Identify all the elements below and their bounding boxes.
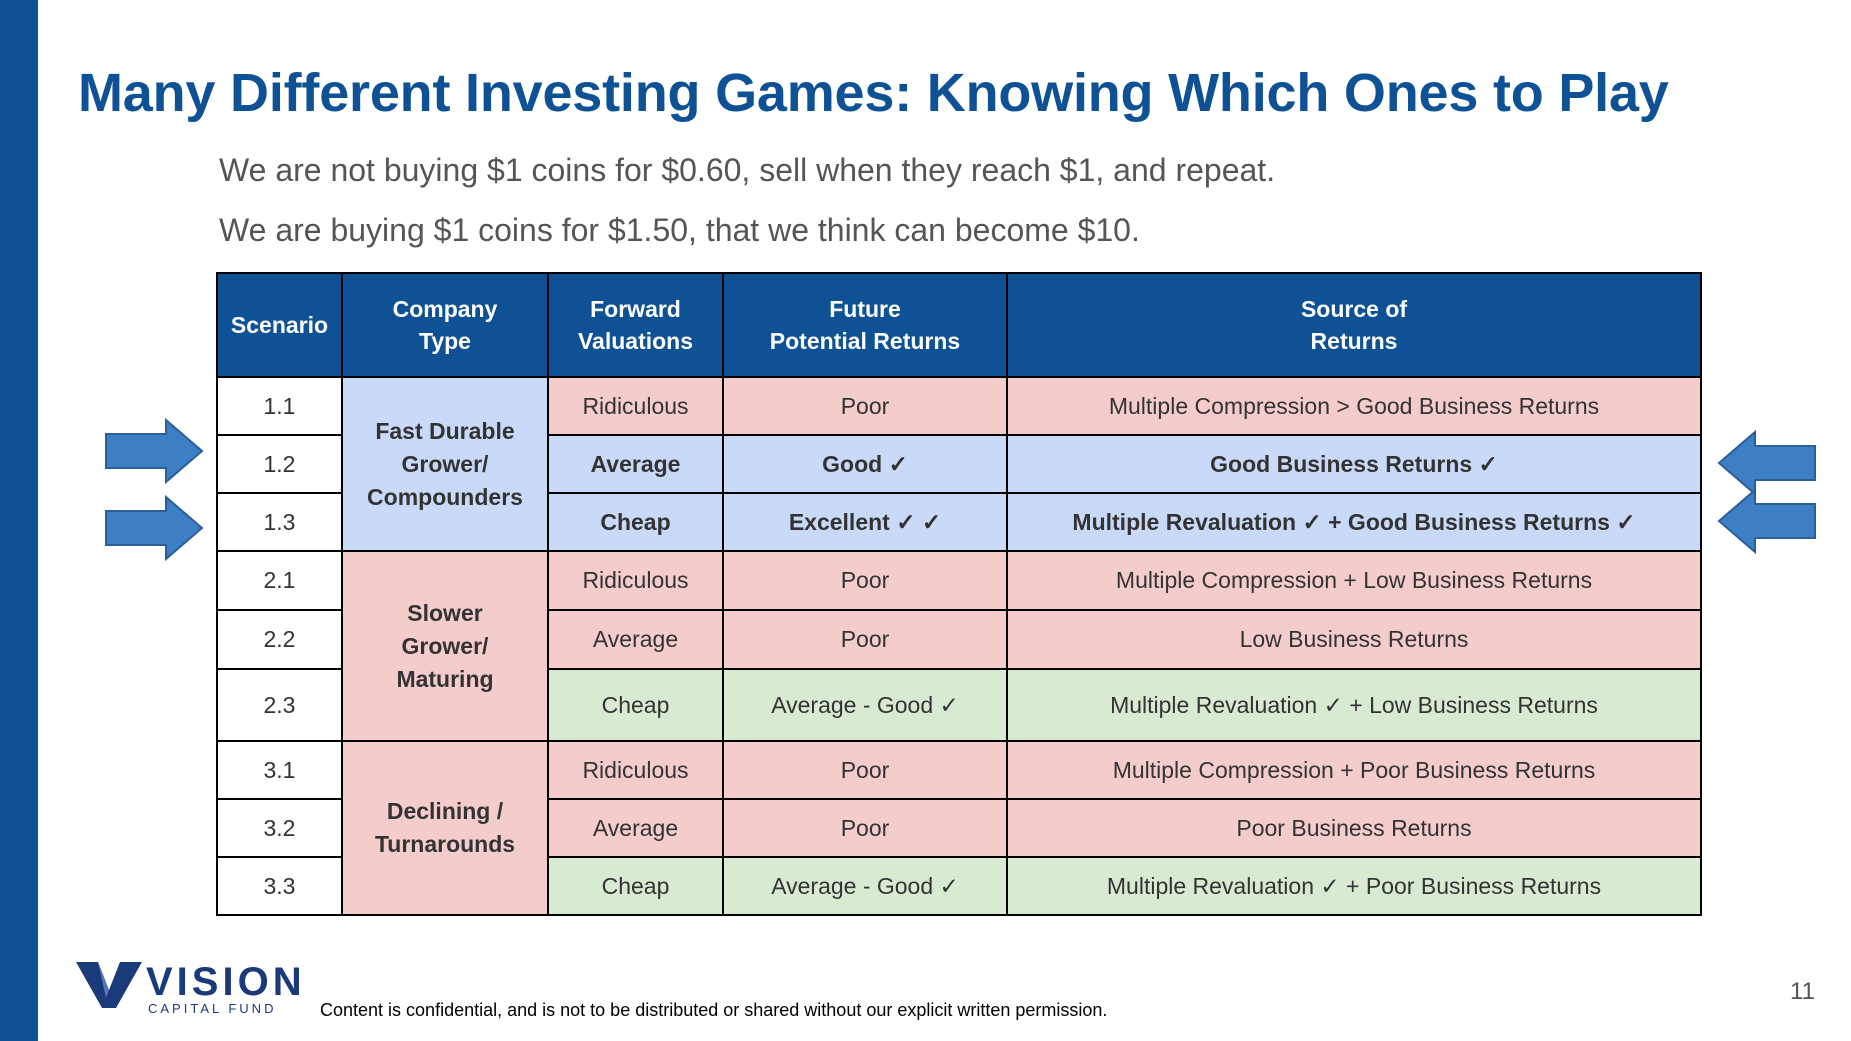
page-title: Many Different Investing Games: Knowing …	[78, 63, 1669, 123]
table-row: 1.2 Average Good ✓ Good Business Returns…	[216, 434, 1702, 494]
valuation-cell: Average	[547, 434, 724, 494]
source-cell: Multiple Compression + Low Business Retu…	[1006, 550, 1702, 611]
returns-cell: Average - Good ✓	[722, 668, 1008, 742]
valuation-cell: Ridiculous	[547, 740, 724, 800]
valuation-cell: Ridiculous	[547, 376, 724, 436]
table-row: 2.2 Average Poor Low Business Returns	[216, 609, 1702, 670]
header-scenario: Scenario	[216, 272, 343, 378]
valuation-cell: Cheap	[547, 856, 724, 916]
source-cell: Poor Business Returns	[1006, 798, 1702, 858]
header-future-returns: Future Potential Returns	[722, 272, 1008, 378]
source-cell: Multiple Revaluation ✓ + Poor Business R…	[1006, 856, 1702, 916]
valuation-cell: Average	[547, 798, 724, 858]
returns-cell: Poor	[722, 740, 1008, 800]
subtitle-line-1: We are not buying $1 coins for $0.60, se…	[219, 152, 1276, 188]
returns-cell: Average - Good ✓	[722, 856, 1008, 916]
scenario-cell: 1.1	[216, 376, 343, 436]
scenario-cell: 3.3	[216, 856, 343, 916]
source-cell: Multiple Revaluation ✓ + Low Business Re…	[1006, 668, 1702, 742]
table-row: 1.3 Cheap Excellent ✓ ✓ Multiple Revalua…	[216, 492, 1702, 552]
right-arrow-icon	[105, 495, 204, 561]
returns-cell: Poor	[722, 609, 1008, 670]
vision-logo-icon	[76, 962, 142, 1008]
returns-cell: Poor	[722, 798, 1008, 858]
valuation-cell: Cheap	[547, 492, 724, 552]
valuation-cell: Average	[547, 609, 724, 670]
header-company-type: Company Type	[341, 272, 549, 378]
scenario-cell: 2.3	[216, 668, 343, 742]
source-cell: Good Business Returns ✓	[1006, 434, 1702, 494]
returns-cell: Excellent ✓ ✓	[722, 492, 1008, 552]
valuation-cell: Cheap	[547, 668, 724, 742]
source-cell: Multiple Compression > Good Business Ret…	[1006, 376, 1702, 436]
scenario-cell: 2.2	[216, 609, 343, 670]
right-arrow-icon	[105, 418, 204, 484]
table-row: 1.1 Fast Durable Grower/Compounders Ridic…	[216, 376, 1702, 552]
left-accent-bar	[0, 0, 38, 1041]
confidentiality-footer: Content is confidential, and is not to b…	[320, 1000, 1108, 1020]
source-cell: Multiple Revaluation ✓ + Good Business R…	[1006, 492, 1702, 552]
header-forward-valuations: Forward Valuations	[547, 272, 724, 378]
table-header-row: Scenario Company Type Forward Valuations F…	[216, 272, 1702, 378]
valuation-cell: Ridiculous	[547, 550, 724, 611]
table-row: 3.1 Declining / Turnarounds Ridiculous Po…	[216, 740, 1702, 916]
scenario-table: Scenario Company Type Forward Valuations F…	[216, 272, 1702, 916]
scenario-cell: 3.2	[216, 798, 343, 858]
left-arrow-icon	[1717, 430, 1816, 496]
company-type-fast-durable: Fast Durable Grower/Compounders	[341, 376, 549, 552]
company-type-slower-grower: Slower Grower/Maturing	[341, 550, 549, 742]
table-row: 2.1 Slower Grower/Maturing Ridiculous Poo…	[216, 550, 1702, 742]
header-source-of-returns: Source of Returns	[1006, 272, 1702, 378]
scenario-cell: 1.2	[216, 434, 343, 494]
left-arrow-icon	[1717, 488, 1816, 554]
scenario-cell: 1.3	[216, 492, 343, 552]
table-row: 2.3 Cheap Average - Good ✓ Multiple Reva…	[216, 668, 1702, 742]
table-row: 3.2 Average Poor Poor Business Returns	[216, 798, 1702, 858]
logo-wordmark: VISION	[146, 960, 306, 1004]
source-cell: Multiple Compression + Poor Business Ret…	[1006, 740, 1702, 800]
source-cell: Low Business Returns	[1006, 609, 1702, 670]
returns-cell: Good ✓	[722, 434, 1008, 494]
scenario-cell: 3.1	[216, 740, 343, 800]
returns-cell: Poor	[722, 550, 1008, 611]
table-row: 3.3 Cheap Average - Good ✓ Multiple Reva…	[216, 856, 1702, 916]
company-type-declining: Declining / Turnarounds	[341, 740, 549, 916]
logo-subtitle: CAPITAL FUND	[148, 1001, 277, 1016]
page-number: 11	[1790, 978, 1815, 1005]
subtitle-line-2: We are buying $1 coins for $1.50, that w…	[219, 212, 1140, 248]
scenario-cell: 2.1	[216, 550, 343, 611]
returns-cell: Poor	[722, 376, 1008, 436]
